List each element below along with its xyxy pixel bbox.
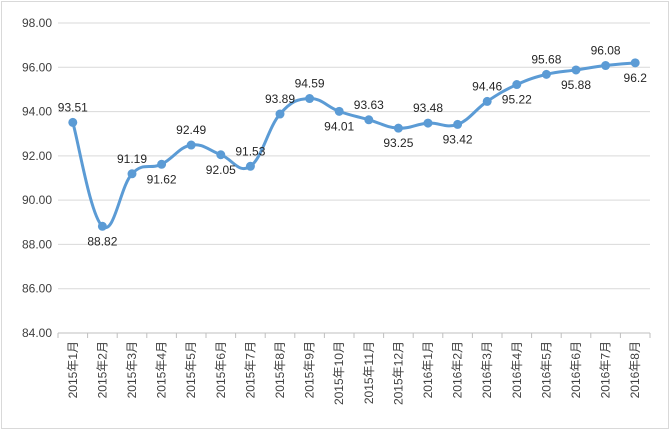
x-tick-label: 2015年7月 <box>243 341 257 398</box>
x-tick-label: 2015年8月 <box>273 341 287 398</box>
series-points <box>68 58 640 231</box>
data-point <box>571 65 581 75</box>
data-point <box>305 94 315 104</box>
x-tick-label: 2016年2月 <box>451 341 465 398</box>
data-label: 96.08 <box>591 44 621 58</box>
y-tick-label: 94.00 <box>22 105 52 119</box>
data-point <box>68 117 78 127</box>
y-tick-label: 96.00 <box>22 60 52 74</box>
data-point <box>393 123 403 133</box>
x-tick-label: 2015年4月 <box>155 341 169 398</box>
x-tick-label: 2015年6月 <box>214 341 228 398</box>
y-tick-label: 84.00 <box>22 326 52 340</box>
data-label: 93.42 <box>443 132 473 146</box>
x-tick-label: 2016年7月 <box>599 341 613 398</box>
data-label: 95.88 <box>561 78 591 92</box>
y-tick-label: 86.00 <box>22 282 52 296</box>
x-tick-label: 2016年4月 <box>510 341 524 398</box>
x-tick-label: 2016年1月 <box>421 341 435 398</box>
data-point <box>127 169 137 179</box>
data-label: 95.22 <box>502 93 532 107</box>
data-point <box>601 61 611 71</box>
data-point <box>630 58 640 68</box>
data-label: 93.51 <box>58 100 88 114</box>
x-tick-label: 2015年11月 <box>362 341 376 404</box>
x-tick-label: 2015年10月 <box>332 341 346 405</box>
data-point <box>482 96 492 106</box>
data-label: 91.62 <box>147 172 177 186</box>
data-label: 93.63 <box>354 98 384 112</box>
data-point <box>364 115 374 125</box>
data-point <box>541 69 551 79</box>
data-point <box>512 80 522 90</box>
data-label: 94.01 <box>324 119 354 133</box>
data-point <box>275 109 285 119</box>
y-tick-label: 88.00 <box>22 237 52 251</box>
x-tick-label: 2015年2月 <box>95 341 109 398</box>
y-tick-label: 98.00 <box>22 16 52 30</box>
data-label: 91.53 <box>235 144 265 158</box>
data-label: 91.19 <box>117 152 147 166</box>
data-label: 96.2 <box>624 71 648 85</box>
data-point <box>157 159 167 169</box>
x-tick-label: 2015年1月 <box>66 341 80 398</box>
x-tick-label: 2015年3月 <box>125 341 139 398</box>
data-point <box>216 150 226 160</box>
data-point <box>245 161 255 171</box>
y-tick-label: 90.00 <box>22 193 52 207</box>
data-label: 93.48 <box>413 101 443 115</box>
data-label: 93.25 <box>383 136 413 150</box>
data-label: 94.59 <box>295 77 325 91</box>
x-axis-ticks: 2015年1月 2015年2月 2015年3月 2015年4月 2015年5月 2015年… <box>57 333 651 405</box>
gridlines <box>58 22 650 334</box>
y-axis-ticks: 84.00 86.00 88.00 90.00 92.00 94.00 96.00 98.00 <box>22 16 52 340</box>
x-tick-label: 2015年9月 <box>303 341 317 398</box>
data-label: 93.89 <box>265 92 295 106</box>
series-line <box>71 61 637 230</box>
x-tick-label: 2016年3月 <box>480 341 494 398</box>
data-point <box>453 119 463 129</box>
data-label: 92.05 <box>206 163 236 177</box>
x-tick-label: 2016年5月 <box>539 341 553 398</box>
y-tick-label: 92.00 <box>22 149 52 163</box>
x-tick-label: 2015年5月 <box>184 341 198 398</box>
data-point <box>97 221 107 231</box>
x-tick-label: 2016年6月 <box>569 341 583 398</box>
data-label: 94.46 <box>472 79 502 93</box>
data-label: 92.49 <box>176 123 206 137</box>
data-point <box>423 118 433 128</box>
x-tick-label: 2015年12月 <box>391 341 405 405</box>
x-tick-label: 2016年8月 <box>628 341 642 398</box>
data-point <box>186 140 196 150</box>
data-label: 88.82 <box>87 234 117 248</box>
data-point <box>334 106 344 116</box>
series-line-path <box>71 61 637 230</box>
data-label: 95.68 <box>531 52 561 66</box>
